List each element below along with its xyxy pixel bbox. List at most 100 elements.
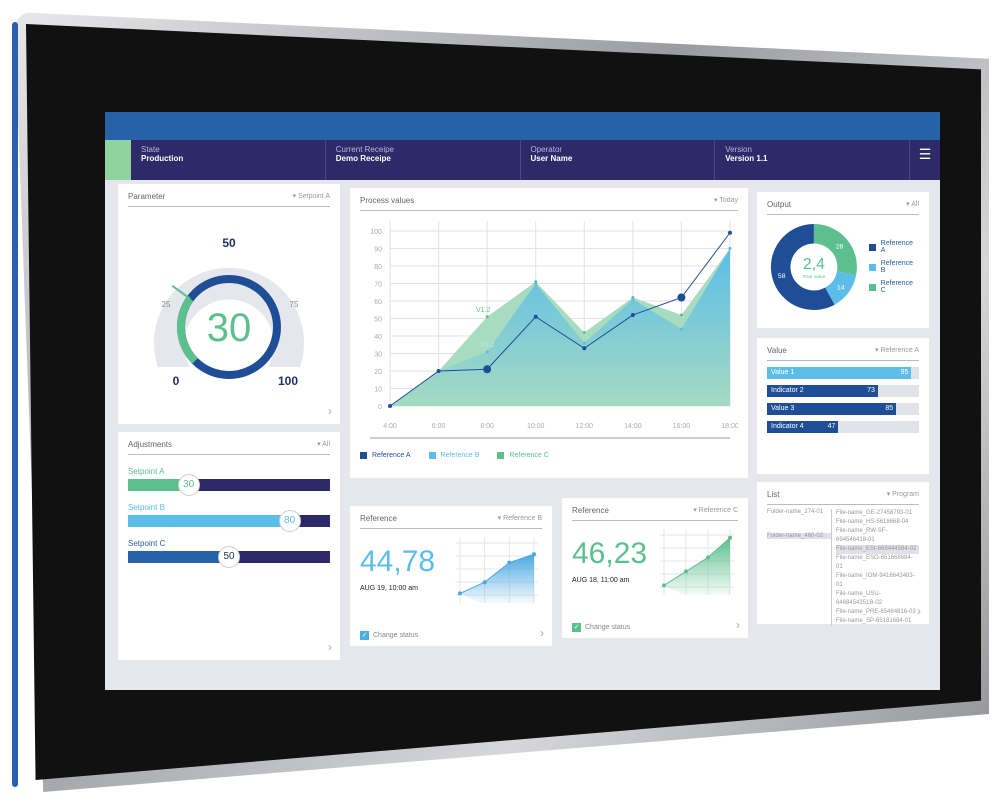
trend-point xyxy=(482,580,487,585)
value-dropdown-value: Reference A xyxy=(880,347,919,354)
legend-label: Reference B xyxy=(440,452,480,459)
value-bar-number: 95 xyxy=(900,369,909,376)
y-tick-label: 30 xyxy=(374,352,382,359)
file-item[interactable]: File-name_GE-27458793-01 xyxy=(836,510,913,516)
parameter-title: Parameter xyxy=(128,192,166,201)
chevron-right-icon[interactable]: › xyxy=(917,604,921,618)
slider-knob[interactable]: 30 xyxy=(177,474,200,496)
file-item[interactable]: File-name_SP-65181684-01 xyxy=(836,618,912,624)
adjustments-dropdown[interactable]: ▾ All xyxy=(317,441,330,448)
donut-slice xyxy=(770,223,835,311)
value-dropdown[interactable]: ▾ Reference A xyxy=(875,347,919,354)
data-point-reference-b xyxy=(582,341,586,345)
reference-c-value: 46,23 xyxy=(572,537,648,570)
value-bar-fill: Indicator 4 47 xyxy=(767,421,839,433)
reference-b-dropdown-value: Reference B xyxy=(503,515,542,522)
legend-label: Reference A xyxy=(372,452,411,459)
chevron-right-icon[interactable]: › xyxy=(736,618,740,632)
reference-c-dropdown[interactable]: ▾ Reference C xyxy=(693,507,738,514)
output-title: Output xyxy=(767,200,792,209)
file-item[interactable]: File-name_ESO-651668684-01 xyxy=(836,555,913,570)
slider-label: Setpoint B xyxy=(128,503,165,512)
legend-swatch xyxy=(868,283,876,291)
slider-knob[interactable]: 50 xyxy=(218,546,240,568)
chevron-right-icon[interactable]: › xyxy=(328,404,332,418)
data-point-reference-a xyxy=(582,346,587,351)
process-dropdown[interactable]: ▾ Today xyxy=(713,197,738,204)
trend-point xyxy=(507,560,512,565)
hamburger-icon[interactable]: ☰ xyxy=(918,146,932,162)
value-bar-fill: Value 3 85 xyxy=(767,403,897,415)
chevron-right-icon[interactable]: › xyxy=(328,640,332,654)
value-bar: Indicator 2 73 xyxy=(767,385,919,397)
output-donut: 2,4 True value 28 14 58 xyxy=(770,223,857,311)
file-item[interactable]: File-name_PRE-65484816-03 xyxy=(836,609,916,615)
process-dropdown-value: Today xyxy=(719,197,738,204)
value-bar-number: 47 xyxy=(827,423,836,430)
file-item[interactable]: File-name_RW-SF-694546418-01 xyxy=(836,528,888,543)
list-dropdown[interactable]: ▾ Program xyxy=(886,491,919,498)
slider-1: Setpoint B 80 xyxy=(128,503,330,532)
chart-legend: Reference A Reference B Reference C xyxy=(360,446,738,465)
donut-slice xyxy=(813,223,857,276)
data-point-reference-b xyxy=(534,282,538,285)
parameter-dropdown[interactable]: ▾ Setpoint A xyxy=(292,193,330,200)
gauge-tick-label: 25 xyxy=(162,300,171,309)
slider-track[interactable]: 80 xyxy=(128,510,330,532)
legend-item: Reference C xyxy=(868,280,919,294)
file-item[interactable]: File-name_ESI-668444584-02 xyxy=(836,545,919,554)
gauge-value: 30 xyxy=(207,306,252,350)
file-item[interactable]: File-name_IOM-9416643483-01 xyxy=(836,573,915,588)
device-accent-edge xyxy=(12,22,18,787)
data-point-reference-a xyxy=(728,230,732,235)
trend-point xyxy=(662,583,666,588)
slider-0: Setpoint A 30 xyxy=(128,467,330,496)
data-point-reference-c xyxy=(679,313,683,317)
change-status-checkbox[interactable]: ✓ Change status xyxy=(572,623,630,632)
operator-value: User Name xyxy=(530,154,573,163)
checkmark-icon: ✓ xyxy=(572,623,581,632)
gauge-tick-label: 0 xyxy=(173,374,180,388)
reference-b-value: 44,78 xyxy=(360,545,436,578)
legend-swatch xyxy=(497,452,505,459)
legend-label: Reference C xyxy=(509,452,549,459)
folder-item[interactable]: Folder-name_274-01 xyxy=(767,509,824,515)
legend-item: Reference B xyxy=(868,260,919,274)
value-bar-label: Indicator 2 xyxy=(771,387,804,394)
header-state: State Production xyxy=(131,140,326,180)
trend-area xyxy=(664,537,730,595)
slider-label: Setpoint A xyxy=(128,467,165,476)
reference-b-trend xyxy=(456,537,538,603)
y-tick-label: 100 xyxy=(370,229,382,236)
value-bar-label: Indicator 4 xyxy=(771,423,804,430)
file-item[interactable]: File-name_USU-6468454351B-02 xyxy=(836,591,883,606)
list-card: List ▾ Program Folder-name_274-01 Folder-n… xyxy=(757,482,929,626)
output-dropdown[interactable]: ▾ All xyxy=(906,201,919,208)
donut-slice-label: 58 xyxy=(778,273,786,280)
donut-center-value: 2,4 xyxy=(803,256,825,273)
y-tick-label: 20 xyxy=(374,369,382,376)
file-item[interactable]: File-name_HS-5618668-04 xyxy=(836,519,909,525)
legend-swatch xyxy=(868,243,876,251)
header-operator: Operator User Name xyxy=(521,140,716,180)
y-tick-label: 10 xyxy=(374,387,382,394)
list-title: List xyxy=(767,490,780,499)
donut-slice-label: 14 xyxy=(837,284,845,291)
slider-knob[interactable]: 80 xyxy=(278,510,301,532)
trend-point xyxy=(458,591,462,596)
y-tick-label: 40 xyxy=(374,334,382,341)
slider-track[interactable]: 30 xyxy=(128,474,330,496)
folder-item[interactable]: Folder-name_460-02 xyxy=(767,533,832,539)
output-legend: Reference A Reference B Reference C xyxy=(868,234,919,300)
change-status-checkbox[interactable]: ✓ Change status xyxy=(360,631,418,640)
x-tick-label: 16:00 xyxy=(673,423,691,430)
slider-fill xyxy=(128,515,290,527)
value-bar-number: 73 xyxy=(867,387,875,394)
version-value: Version 1.1 xyxy=(725,154,768,163)
parameter-gauge[interactable]: 30 0 25 50 75 100 xyxy=(128,207,330,397)
data-point-reference-a xyxy=(533,314,538,319)
slider-track[interactable]: 50 xyxy=(128,546,330,568)
reference-b-dropdown[interactable]: ▾ Reference B xyxy=(497,515,542,522)
chevron-right-icon[interactable]: › xyxy=(540,626,544,640)
donut-slice-label: 28 xyxy=(836,244,844,251)
